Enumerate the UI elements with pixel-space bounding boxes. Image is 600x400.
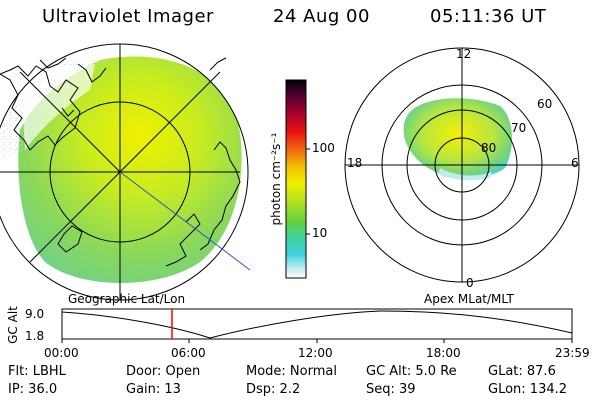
image-date: 24 Aug 00 [273, 6, 370, 27]
gain-value: Gain: 13 [126, 382, 181, 397]
colorbar-tick-100: 100 [312, 141, 335, 155]
mlat-label-80: 80 [481, 141, 497, 155]
orbit-x-tick: 23:59 [555, 346, 590, 360]
app-title: Ultraviolet Imager [42, 6, 214, 27]
color-scale-bar [285, 79, 310, 279]
orbit-x-tick: 12:00 [298, 346, 333, 360]
orbit-y-tick-top: 9.0 [25, 307, 45, 321]
mlat-label-70: 70 [511, 121, 527, 135]
colorbar-unit-label: photon cm⁻²s⁻¹ [269, 132, 283, 226]
glon-value: GLon: 134.2 [488, 382, 568, 397]
dsp-value: Dsp: 2.2 [246, 382, 301, 397]
orbit-x-tick: 06:00 [171, 346, 206, 360]
orbit-x-tick: 18:00 [426, 346, 461, 360]
image-time: 05:11:36 UT [430, 6, 547, 27]
mlat-label-60: 60 [537, 97, 553, 111]
filter-value: Flt: LBHL [8, 364, 66, 379]
orbit-y-tick-bottom: 1.8 [25, 329, 45, 343]
ip-value: IP: 36.0 [8, 382, 58, 397]
gc-altitude-value: GC Alt: 5.0 Re [366, 364, 457, 379]
orbit-y-axis-label: GC Alt [5, 306, 20, 344]
mlt-label-0: 0 [466, 276, 474, 290]
colorbar-tick-10: 10 [312, 226, 328, 240]
mlt-label-12: 12 [456, 47, 472, 61]
sequence-value: Seq: 39 [366, 382, 416, 397]
apex-coords-label: Apex MLat/MLT [424, 292, 514, 306]
orbit-x-tick: 00:00 [44, 346, 79, 360]
door-status: Door: Open [126, 364, 201, 379]
geographic-coords-label: Geographic Lat/Lon [68, 292, 186, 306]
mlt-label-6: 6 [571, 156, 579, 170]
mlt-label-18: 18 [347, 156, 363, 170]
mode-value: Mode: Normal [246, 364, 337, 379]
glat-value: GLat: 87.6 [488, 364, 556, 379]
